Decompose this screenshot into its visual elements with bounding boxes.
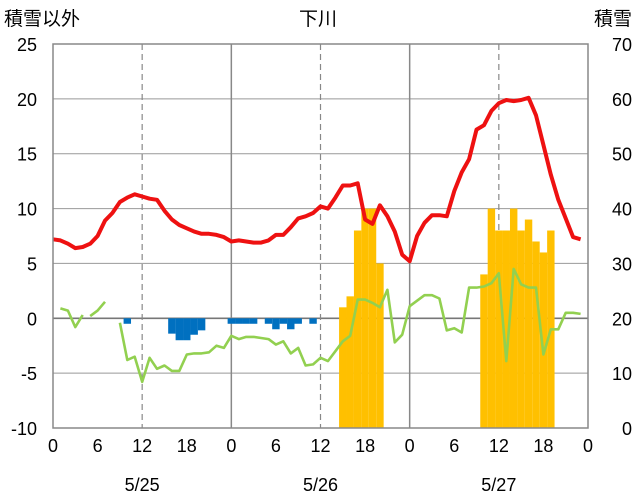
- right-y-ticks: 70 60 50 40 30 20 10 0: [612, 35, 632, 439]
- negative-bar: [227, 318, 236, 324]
- snowfall-bar: [480, 274, 488, 428]
- snowfall-bar: [339, 307, 347, 428]
- plot-frame: [52, 43, 589, 429]
- right-y-tick-label: 10: [612, 364, 632, 384]
- right-y-tick-label: 60: [612, 90, 632, 110]
- series-lines: [52, 95, 582, 384]
- negative-bar: [168, 318, 176, 334]
- snowfall-bar: [517, 230, 525, 428]
- chart-title: 下川: [299, 9, 337, 30]
- right-y-tick-label: 50: [612, 145, 632, 165]
- negative-bar: [287, 318, 295, 330]
- negative-bar: [242, 318, 250, 324]
- right-y-tick-label: 0: [622, 419, 632, 439]
- left-y-tick-label: -10: [11, 419, 37, 439]
- negative-bar: [294, 318, 302, 324]
- left-y-tick-label: 15: [17, 145, 37, 165]
- left-y-tick-label: 0: [27, 309, 37, 329]
- x-tick-label: 12: [132, 436, 152, 456]
- left-y-tick-label: 5: [27, 254, 37, 274]
- snowfall-bar: [487, 208, 496, 428]
- dewpoint-line: [60, 307, 84, 329]
- temperature-line: [52, 95, 582, 264]
- negative-bar: [279, 318, 288, 324]
- x-tick-label: 0: [48, 436, 58, 456]
- snowfall-bar: [524, 219, 533, 428]
- negative-bar: [264, 318, 273, 324]
- x-ticks: 0 6 12 18 0 6 12 18 0 6 12 18 0: [48, 436, 593, 456]
- snowfall-bar: [376, 263, 384, 428]
- snowfall-bar: [495, 230, 503, 428]
- right-y-tick-label: 20: [612, 309, 632, 329]
- x-tick-label: 6: [93, 436, 103, 456]
- x-tick-label: 6: [449, 436, 459, 456]
- snowfall-bar: [346, 296, 354, 428]
- x-tick-label: 6: [271, 436, 281, 456]
- negative-bar: [123, 318, 132, 324]
- snowfall-bar: [532, 241, 540, 428]
- dewpoint-line: [89, 300, 106, 318]
- right-y-tick-label: 30: [612, 254, 632, 274]
- x-tick-label: 18: [177, 436, 197, 456]
- negative-bar: [249, 318, 258, 324]
- negative-bar: [190, 318, 198, 335]
- negative-bar: [272, 318, 280, 330]
- left-y-tick-label: 20: [17, 90, 37, 110]
- right-y-tick-label: 70: [612, 35, 632, 55]
- right-y-tick-label: 40: [612, 200, 632, 220]
- negative-bars: [123, 318, 317, 341]
- x-tick-label: 12: [489, 436, 509, 456]
- negative-bar: [183, 318, 191, 341]
- snowfall-bar: [502, 230, 510, 428]
- x-tick-label: 0: [226, 436, 236, 456]
- date-label: 5/26: [303, 475, 338, 495]
- x-tick-label: 0: [405, 436, 415, 456]
- left-axis-label: 積雪以外: [4, 8, 80, 30]
- left-y-tick-label: 25: [17, 35, 37, 55]
- x-tick-label: 18: [355, 436, 375, 456]
- date-label: 5/25: [125, 475, 160, 495]
- negative-bar: [175, 318, 184, 341]
- left-y-tick-label: 10: [17, 200, 37, 220]
- snowfall-bar: [539, 252, 548, 428]
- x-tick-label: 18: [533, 436, 553, 456]
- date-label: 5/27: [481, 475, 516, 495]
- x-tick-label: 0: [583, 436, 593, 456]
- negative-bar: [309, 318, 317, 324]
- dewpoint-line: [118, 267, 581, 384]
- snowfall-bar: [368, 208, 377, 428]
- x-tick-label: 12: [310, 436, 330, 456]
- date-labels: 5/25 5/26 5/27: [125, 475, 517, 495]
- grid: [53, 44, 588, 428]
- snowfall-bar: [353, 230, 362, 428]
- left-y-tick-label: -5: [21, 364, 37, 384]
- snowfall-bar: [509, 208, 518, 428]
- negative-bar: [197, 318, 206, 331]
- right-axis-label: 積雪: [594, 8, 632, 30]
- left-y-ticks: 25 20 15 10 5 0 -5 -10: [11, 35, 37, 439]
- negative-bar: [235, 318, 243, 324]
- snowfall-bar: [361, 208, 369, 428]
